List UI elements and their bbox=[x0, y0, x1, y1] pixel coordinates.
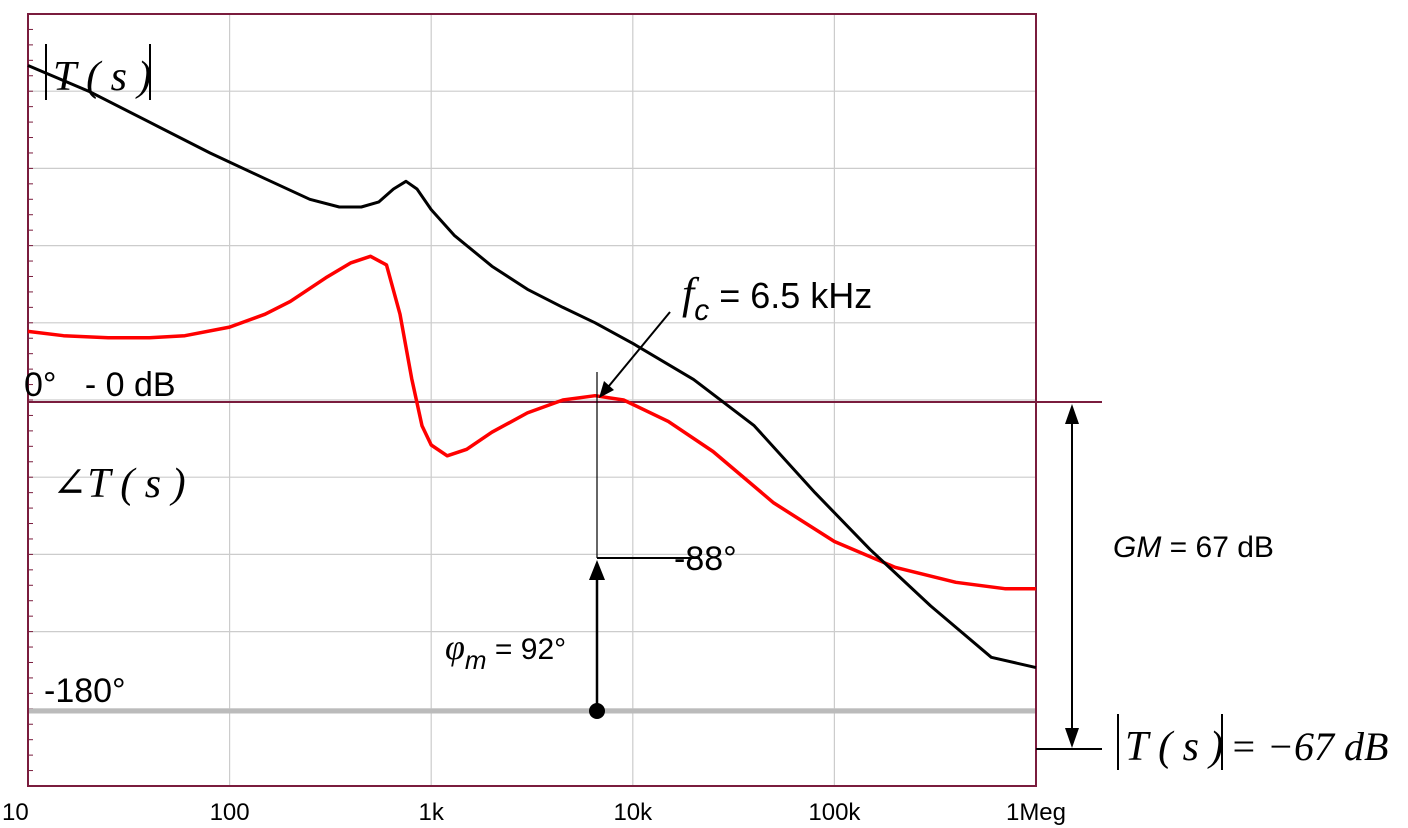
phase-margin-dot bbox=[589, 703, 605, 719]
x-tick-label: 10k bbox=[613, 799, 653, 826]
crossover-label: fc = 6.5 kHz bbox=[682, 269, 872, 327]
x-axis-ticks: 10 100 1k 10k 100k 1Meg bbox=[2, 799, 1066, 826]
magnitude-at-end-rhs: = −67 dB bbox=[1230, 724, 1388, 769]
x-tick-label: 10 bbox=[2, 799, 29, 826]
magnitude-curve bbox=[27, 64, 1037, 670]
grid bbox=[28, 13, 1036, 787]
crossover-pointer-arrow bbox=[603, 311, 671, 393]
phase-curve bbox=[27, 254, 1036, 591]
x-tick-label: 100 bbox=[210, 799, 250, 826]
magnitude-at-end-label: T ( s ) = −67 dB bbox=[1117, 714, 1388, 770]
phase-margin-label: φm = 92° bbox=[445, 627, 566, 675]
x-tick-label: 1k bbox=[419, 799, 445, 826]
magnitude-label-text: T ( s ) bbox=[53, 54, 151, 100]
crossover-arrowhead bbox=[599, 381, 614, 398]
x-tick-label: 100k bbox=[808, 799, 861, 826]
gain-margin-label: GM = 67 dB bbox=[1113, 531, 1274, 564]
plot-frame bbox=[27, 13, 1037, 787]
gain-margin-arrowhead-top bbox=[1065, 404, 1079, 424]
phase-at-fc-label: -88° bbox=[674, 540, 737, 578]
magnitude-label: T ( s ) bbox=[45, 44, 151, 100]
x-tick-label: 1Meg bbox=[1006, 799, 1066, 826]
magnitude-at-end-lhs: T ( s ) bbox=[1125, 724, 1223, 770]
phase-margin-arrowhead bbox=[589, 560, 605, 580]
zero-line-label: 0° - 0 dB bbox=[24, 366, 176, 404]
gain-margin-arrowhead-bottom bbox=[1065, 728, 1079, 748]
minus-180-label: -180° bbox=[44, 672, 126, 710]
phase-label: ∠T ( s ) bbox=[52, 461, 186, 507]
